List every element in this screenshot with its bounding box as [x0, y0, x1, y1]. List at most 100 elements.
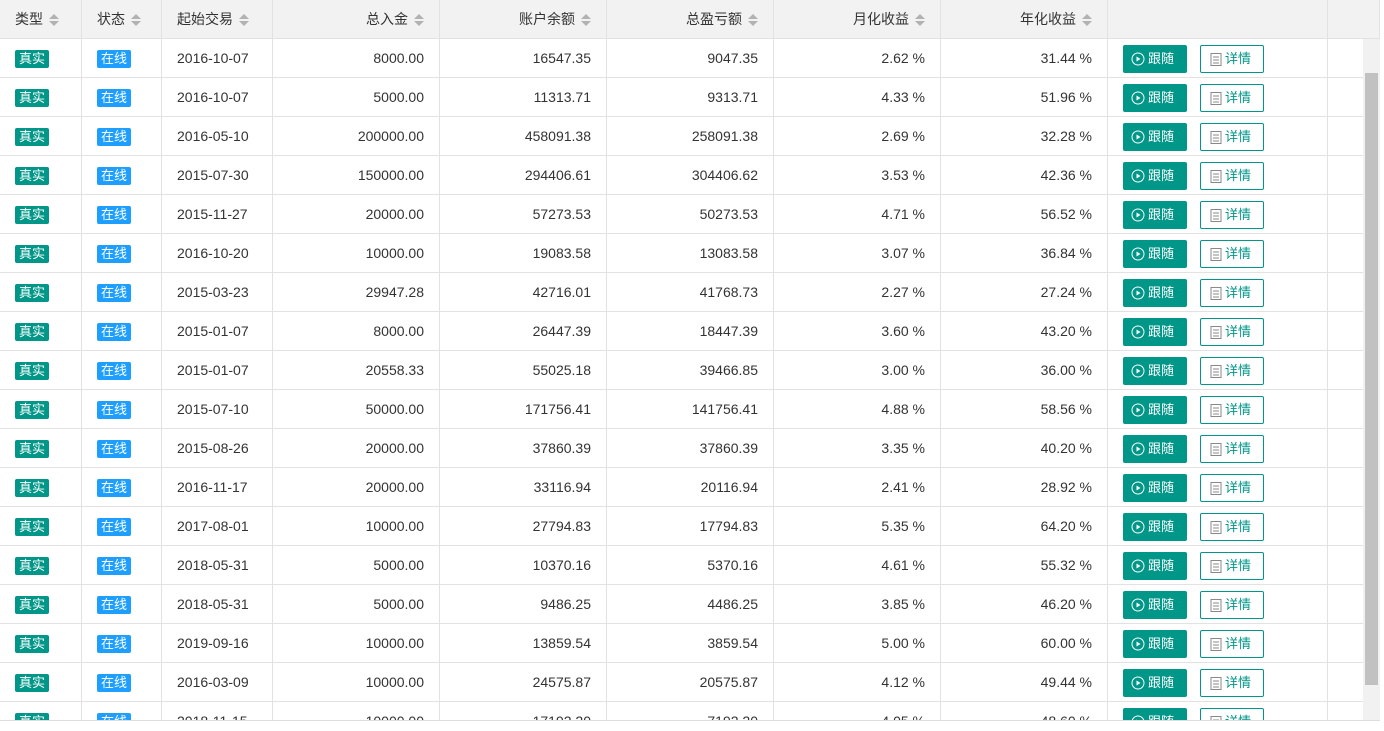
- table-cell: [1328, 195, 1363, 234]
- table-cell: 2016-03-09: [162, 663, 273, 702]
- play-icon: [1131, 442, 1145, 456]
- detail-button[interactable]: 详情: [1200, 396, 1264, 424]
- table-cell: 在线: [82, 39, 162, 78]
- table-cell: 26447.39: [440, 312, 607, 351]
- detail-button[interactable]: 详情: [1200, 552, 1264, 580]
- table-cell: 64.20 %: [941, 507, 1108, 546]
- follow-button[interactable]: 跟随: [1123, 84, 1187, 112]
- table-cell: 57273.53: [440, 195, 607, 234]
- detail-button[interactable]: 详情: [1200, 669, 1264, 697]
- follow-button[interactable]: 跟随: [1123, 591, 1187, 619]
- detail-button[interactable]: 详情: [1200, 435, 1264, 463]
- doc-icon: [1210, 209, 1222, 222]
- table-cell: 9486.25: [440, 585, 607, 624]
- table-cell: 3.53 %: [774, 156, 941, 195]
- detail-button[interactable]: 详情: [1200, 201, 1264, 229]
- sort-icon[interactable]: [748, 12, 758, 28]
- sort-icon[interactable]: [239, 12, 249, 28]
- type-tag: 真实: [15, 323, 50, 341]
- status-tag: 在线: [97, 167, 132, 185]
- sort-icon[interactable]: [49, 12, 59, 28]
- sort-icon[interactable]: [581, 12, 591, 28]
- table-cell: 跟随 详情: [1108, 702, 1328, 720]
- table-cell: 真实: [0, 663, 82, 702]
- header-cell[interactable]: 起始交易: [162, 0, 273, 39]
- detail-button[interactable]: 详情: [1200, 45, 1264, 73]
- follow-button[interactable]: 跟随: [1123, 240, 1187, 268]
- sort-icon[interactable]: [1082, 12, 1092, 28]
- sort-icon[interactable]: [915, 12, 925, 28]
- follow-button[interactable]: 跟随: [1123, 123, 1187, 151]
- sort-icon[interactable]: [131, 12, 141, 28]
- doc-icon: [1210, 131, 1222, 144]
- detail-button[interactable]: 详情: [1200, 513, 1264, 541]
- status-tag: 在线: [97, 596, 132, 614]
- table-cell: 跟随详情: [1108, 624, 1328, 663]
- table-cell: 2.62 %: [774, 39, 941, 78]
- table-cell: 在线: [82, 546, 162, 585]
- follow-button[interactable]: 跟随: [1123, 669, 1187, 697]
- detail-button[interactable]: 详情: [1200, 630, 1264, 658]
- table-cell: 真实: [0, 78, 82, 117]
- table-cell: 20000.00: [273, 195, 440, 234]
- follow-button[interactable]: 跟随: [1123, 630, 1187, 658]
- doc-icon: [1210, 53, 1222, 66]
- type-tag: 真实: [15, 596, 50, 614]
- header-label: 月化收益: [853, 11, 909, 27]
- follow-button[interactable]: 跟随: [1123, 45, 1187, 73]
- table-cell: 真实: [0, 429, 82, 468]
- detail-button[interactable]: 详情: [1200, 474, 1264, 502]
- detail-button[interactable]: 详情: [1200, 84, 1264, 112]
- detail-button[interactable]: 详情: [1200, 240, 1264, 268]
- detail-button[interactable]: 详情: [1200, 123, 1264, 151]
- type-tag: 真实: [15, 167, 50, 185]
- table-cell: 在线: [82, 156, 162, 195]
- detail-button[interactable]: 详情: [1200, 162, 1264, 190]
- follow-button[interactable]: 跟随: [1123, 396, 1187, 424]
- table-cell: 31.44 %: [941, 39, 1108, 78]
- sort-icon[interactable]: [414, 12, 424, 28]
- table-cell: 跟随详情: [1108, 273, 1328, 312]
- header-cell[interactable]: 年化收益: [941, 0, 1108, 39]
- follow-button[interactable]: 跟随: [1123, 279, 1187, 307]
- header-cell[interactable]: 总盈亏额: [607, 0, 774, 39]
- follow-button[interactable]: 跟随: [1123, 318, 1187, 346]
- table-cell: [1328, 702, 1363, 720]
- table-cell: 9047.35: [607, 39, 774, 78]
- doc-icon: [1210, 170, 1222, 183]
- table-cell: 跟随详情: [1108, 78, 1328, 117]
- table-cell: 10000.00: [273, 702, 440, 720]
- table-cell: 36.00 %: [941, 351, 1108, 390]
- follow-button[interactable]: 跟随: [1123, 708, 1187, 720]
- follow-button[interactable]: 跟随: [1123, 513, 1187, 541]
- follow-button[interactable]: 跟随: [1123, 474, 1187, 502]
- detail-button[interactable]: 详情: [1200, 591, 1264, 619]
- play-icon: [1131, 91, 1145, 105]
- follow-button[interactable]: 跟随: [1123, 357, 1187, 385]
- header-cell[interactable]: 账户余额: [440, 0, 607, 39]
- table-cell: 2015-03-23: [162, 273, 273, 312]
- table-cell: 2016-11-17: [162, 468, 273, 507]
- table-cell: 在线: [82, 195, 162, 234]
- detail-button[interactable]: 详情: [1200, 318, 1264, 346]
- follow-button[interactable]: 跟随: [1123, 552, 1187, 580]
- detail-button[interactable]: 详情: [1200, 279, 1264, 307]
- table-cell: [1328, 507, 1363, 546]
- table-cell: 37860.39: [440, 429, 607, 468]
- follow-button[interactable]: 跟随: [1123, 435, 1187, 463]
- header-cell[interactable]: 月化收益: [774, 0, 941, 39]
- table-cell: 8000.00: [273, 39, 440, 78]
- table-cell: 真实: [0, 195, 82, 234]
- follow-button[interactable]: 跟随: [1123, 201, 1187, 229]
- follow-button[interactable]: 跟随: [1123, 162, 1187, 190]
- header-cell[interactable]: 总入金: [273, 0, 440, 39]
- header-cell[interactable]: 状态: [82, 0, 162, 39]
- header-cell[interactable]: 类型: [0, 0, 82, 39]
- scroll-thumb[interactable]: [1365, 73, 1378, 685]
- table-cell: 20000.00: [273, 429, 440, 468]
- detail-button[interactable]: 详情: [1200, 708, 1264, 720]
- type-tag: 真实: [15, 245, 50, 263]
- detail-button[interactable]: 详情: [1200, 357, 1264, 385]
- table-cell: 10000.00: [273, 507, 440, 546]
- doc-icon: [1210, 560, 1222, 573]
